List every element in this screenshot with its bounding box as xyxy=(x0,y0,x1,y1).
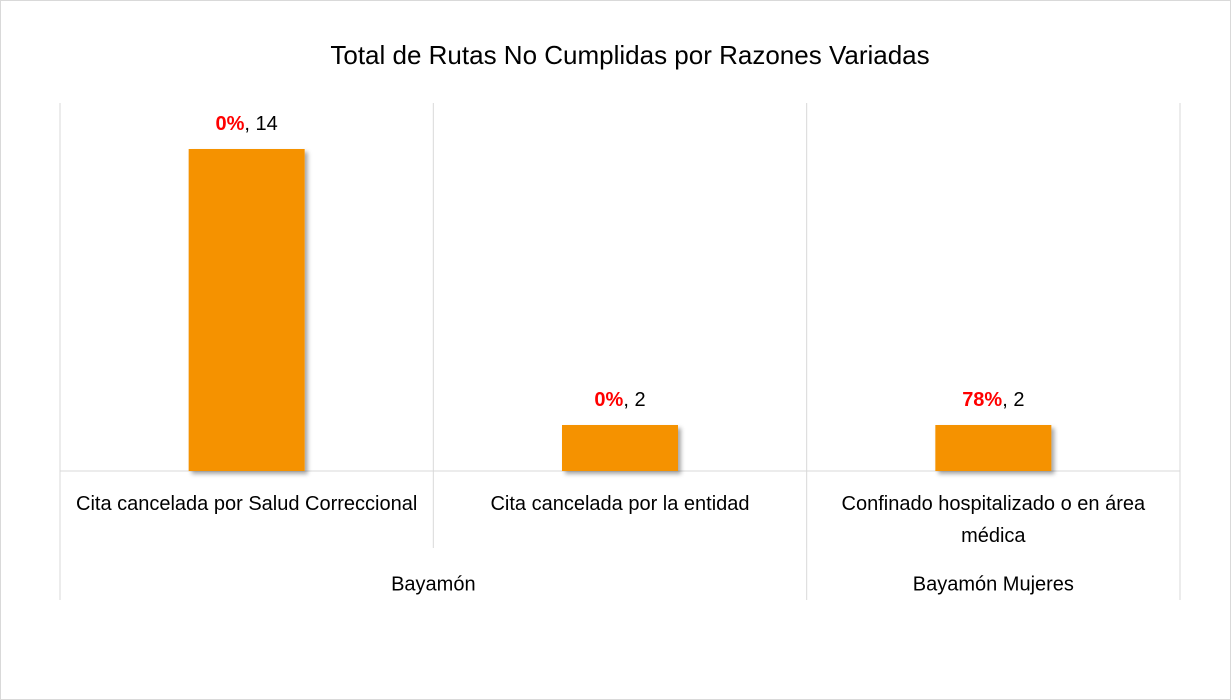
bar xyxy=(562,425,678,471)
x-tick-label: Confinado hospitalizado o en área médica xyxy=(842,493,1146,547)
percent-label: 0% xyxy=(594,389,623,411)
group-label: Bayamón xyxy=(391,573,476,595)
value-label: 14 xyxy=(256,113,278,135)
x-tick-label-line: Confinado hospitalizado o en área xyxy=(842,493,1146,515)
percent-label: 0% xyxy=(216,113,245,135)
label-separator: , xyxy=(244,113,255,135)
x-tick-label-line: médica xyxy=(961,525,1026,547)
x-tick-label-line: Cita cancelada por Salud Correccional xyxy=(76,493,417,515)
x-tick-label-line: Cita cancelada por la entidad xyxy=(490,493,749,515)
bar xyxy=(188,149,305,471)
chart-title: Total de Rutas No Cumplidas por Razones … xyxy=(330,40,929,70)
label-separator: , xyxy=(1002,389,1013,411)
label-separator: , xyxy=(623,389,634,411)
value-label: 2 xyxy=(1013,389,1024,411)
data-label: 78%, 2 xyxy=(962,389,1024,411)
value-label: 2 xyxy=(634,389,645,411)
x-tick-label: Cita cancelada por la entidad xyxy=(490,493,749,515)
data-label: 0%, 2 xyxy=(594,389,645,411)
bar xyxy=(935,425,1052,471)
group-label: Bayamón Mujeres xyxy=(913,573,1074,595)
x-tick-label: Cita cancelada por Salud Correccional xyxy=(76,493,417,515)
data-label: 0%, 14 xyxy=(216,113,278,135)
percent-label: 78% xyxy=(962,389,1002,411)
